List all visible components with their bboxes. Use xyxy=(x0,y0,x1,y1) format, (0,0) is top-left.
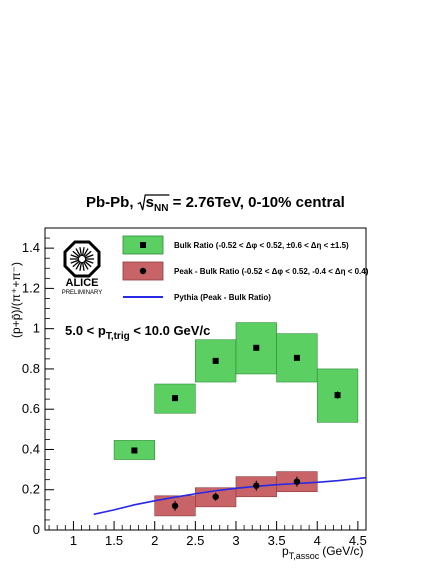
y-tick-label-4: 0.8 xyxy=(22,361,40,376)
y-tick-label-7: 1.4 xyxy=(22,240,40,255)
legend-label-pythia: Pythia (Peak - Bulk Ratio) xyxy=(174,293,271,302)
logo-ray xyxy=(81,261,85,271)
logo-ray xyxy=(84,259,94,264)
bulk-point-5 xyxy=(334,392,341,399)
pythia-curve-layer xyxy=(93,476,367,516)
bulk-point-1 xyxy=(172,395,179,402)
logo-ray xyxy=(79,261,83,271)
logo-name: ALICE xyxy=(66,277,99,289)
bulk-point-0 xyxy=(131,447,138,454)
y-tick-label-6: 1.2 xyxy=(22,280,40,295)
logo-ray xyxy=(75,248,82,257)
trigger-annotation: 5.0 < pT,trig < 10.0 GeV/c xyxy=(65,323,210,342)
systematic-bands xyxy=(113,322,359,517)
x-tick-label-3: 2.5 xyxy=(186,533,204,548)
logo-ray xyxy=(75,261,82,270)
y-tick-label-5: 1 xyxy=(33,321,40,336)
legend-label-bulk: Bulk Ratio (-0.52 < Δφ < 0.52, ±0.6 < Δη… xyxy=(174,241,349,250)
peak-point-1 xyxy=(212,493,219,500)
logo-ray xyxy=(82,261,89,270)
peak-point-2 xyxy=(253,482,260,489)
logo-octagon xyxy=(63,240,101,278)
logo-ray xyxy=(84,254,94,259)
y-tick-label-0: 0 xyxy=(33,522,40,537)
bulk-point-2 xyxy=(212,357,219,364)
x-tick-label-1: 1.5 xyxy=(105,533,123,548)
logo-ray xyxy=(70,259,80,264)
pythia-line xyxy=(93,476,367,516)
logo-ray xyxy=(83,250,92,258)
bulk-point-4 xyxy=(293,354,300,361)
y-tick-label-2: 0.4 xyxy=(22,441,40,456)
x-tick-label-2: 2 xyxy=(151,533,158,548)
logo-rays xyxy=(70,247,94,271)
bulk-point-3 xyxy=(253,344,260,351)
y-axis-title: (p+p̄)/(π⁺+π⁻) xyxy=(9,262,23,338)
y-tick-label-1: 0.2 xyxy=(22,482,40,497)
x-tick-label-4: 3 xyxy=(232,533,239,548)
legend-marker-square xyxy=(140,242,146,248)
legend: Bulk Ratio (-0.52 < Δφ < 0.52, ±0.6 < Δη… xyxy=(122,235,369,302)
y-tick-label-3: 0.6 xyxy=(22,401,40,416)
peak-point-0 xyxy=(171,502,179,510)
logo-ray xyxy=(81,247,85,257)
logo-tag: PRELIMINARY xyxy=(62,290,103,296)
alice-logo: ALICE PRELIMINARY xyxy=(62,240,103,296)
sqrt-symbol xyxy=(137,194,170,211)
logo-ray xyxy=(72,260,81,268)
logo-ray xyxy=(82,248,89,257)
logo-ray xyxy=(83,260,92,268)
x-tick-label-5: 3.5 xyxy=(268,533,286,548)
logo-ray xyxy=(72,250,81,258)
legend-label-peak: Peak - Bulk Ratio (-0.52 < Δφ < 0.52, -0… xyxy=(174,267,369,276)
axes: 1 1.5 2 2.5 3 3.5 4 4.5 0 0.2 0.4 0.6 0.8 1 1.2 1.4 xyxy=(22,237,367,548)
x-tick-label-6: 4 xyxy=(314,533,321,548)
data-markers xyxy=(131,344,341,511)
logo-ray xyxy=(70,254,80,259)
x-axis-title: pT,assoc (GeV/c) xyxy=(282,544,364,561)
x-tick-label-0: 1 xyxy=(70,533,77,548)
logo-ray xyxy=(79,247,83,257)
peak-point-3 xyxy=(293,478,301,485)
legend-marker-circle xyxy=(139,267,147,275)
chart-title: Pb-Pb, sNN = 2.76TeV, 0-10% central xyxy=(86,194,345,214)
x-tick-label-7: 4.5 xyxy=(349,533,367,548)
